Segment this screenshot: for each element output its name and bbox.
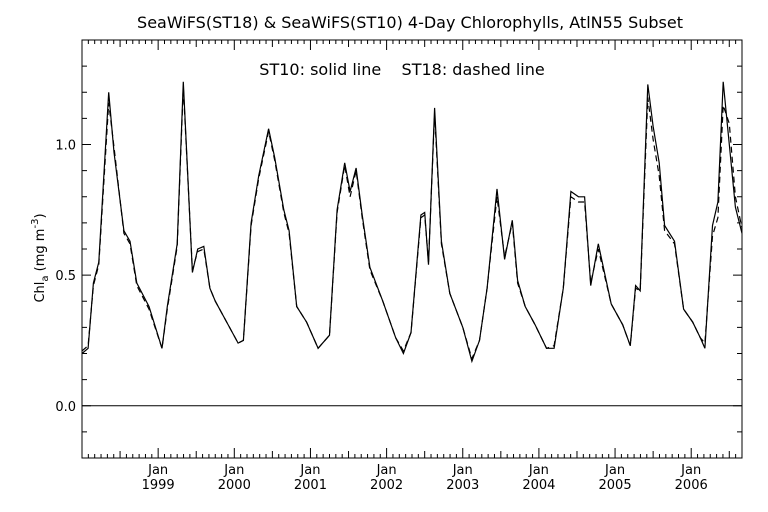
x-tick-label-year: 2003 [446, 478, 479, 493]
x-tick-label-month: Jan [604, 463, 625, 478]
y-axis-label-unit: (mg m [33, 229, 48, 276]
x-tick-label-month: Jan [452, 463, 473, 478]
x-tick-label-month: Jan [528, 463, 549, 478]
series-solid-line [81, 81, 743, 364]
line-style-annotation: ST10: solid line ST18: dashed line [259, 60, 544, 79]
x-tick-label-year: 2000 [218, 478, 251, 493]
x-tick-label-month: Jan [299, 463, 320, 478]
y-axis-label-superscript: -3 [30, 219, 41, 229]
x-tick-label-month: Jan [223, 463, 244, 478]
y-axis-label-subscript: a [40, 275, 51, 281]
y-axis-label: Chla (mg m-3) [30, 213, 51, 302]
x-tick-label-year: 1999 [142, 478, 175, 493]
x-tick-label-year: 2005 [599, 478, 632, 493]
plot-area: 0.00.51.0Jan1999Jan2000Jan2001Jan2002Jan… [55, 39, 743, 493]
y-tick-label: 0.0 [55, 400, 76, 415]
x-tick-label-year: 2001 [294, 478, 327, 493]
y-axis-label-close: ) [33, 213, 48, 218]
x-tick-label-month: Jan [680, 463, 701, 478]
x-tick-label-year: 2006 [675, 478, 708, 493]
x-tick-label-month: Jan [147, 463, 168, 478]
y-tick-label: 1.0 [55, 139, 76, 154]
x-tick-label-year: 2002 [370, 478, 403, 493]
x-tick-label-month: Jan [376, 463, 397, 478]
y-axis-label-main: Chl [33, 282, 48, 303]
plot-frame [81, 39, 743, 459]
y-tick-label: 0.5 [55, 269, 76, 284]
x-tick-label-year: 2004 [522, 478, 555, 493]
series-dashed-line [81, 86, 743, 361]
chart-title: SeaWiFS(ST18) & SeaWiFS(ST10) 4-Day Chlo… [137, 13, 683, 32]
